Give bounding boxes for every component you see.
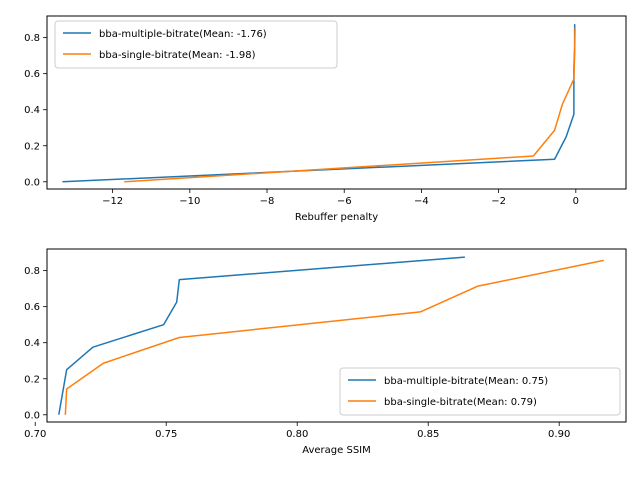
ssim-axes-frame [46, 248, 627, 423]
rebuffer-x-tick-label: −2 [491, 196, 506, 207]
rebuffer-legend-box [54, 20, 338, 69]
rebuffer-ticks-layer: −12 −10 −8 −6 −4 −2 0 0.0 0.2 0.4 0.6 0.8 [24, 33, 579, 207]
rebuffer-y-tick-label: 0.8 [24, 33, 40, 44]
rebuffer-y-tick-label: 0.0 [24, 177, 40, 188]
rebuffer-legend-label-1: bba-single-bitrate(Mean: -1.98) [99, 50, 256, 61]
rebuffer-legend: bba-multiple-bitrate(Mean: -1.76) bba-sin… [54, 20, 338, 69]
ssim-y-tick-label: 0.4 [24, 338, 40, 349]
ssim-plot: 0.70 0.75 0.80 0.85 0.90 0.0 0.2 0.4 0.6 0.8 Aver… [24, 248, 627, 456]
ssim-legend: bba-multiple-bitrate(Mean: 0.75) bba-sing… [339, 367, 621, 416]
ssim-x-axis-label: Average SSIM [302, 445, 371, 456]
rebuffer-series-layer [62, 24, 576, 183]
rebuffer-series-line-1 [124, 27, 576, 183]
rebuffer-x-tick-label: −4 [414, 196, 429, 207]
rebuffer-y-tick-label: 0.6 [24, 69, 40, 80]
ssim-y-tick-label: 0.2 [24, 374, 40, 385]
ssim-x-tick-label: 0.70 [24, 429, 46, 440]
rebuffer-x-axis-label: Rebuffer penalty [295, 212, 378, 223]
rebuffer-plot: −12 −10 −8 −6 −4 −2 0 0.0 0.2 0.4 0.6 0.8 Rebuffer … [24, 15, 627, 223]
rebuffer-y-tick-label: 0.4 [24, 105, 40, 116]
ssim-legend-label-0: bba-multiple-bitrate(Mean: 0.75) [384, 376, 548, 387]
ssim-x-tick-label: 0.75 [155, 429, 177, 440]
rebuffer-x-tick-label: −6 [337, 196, 352, 207]
ssim-x-tick-label: 0.90 [548, 429, 570, 440]
rebuffer-axes-frame [46, 15, 627, 190]
ssim-series-line-0 [58, 256, 465, 415]
rebuffer-x-tick-label: 0 [573, 196, 579, 207]
ssim-legend-box [339, 367, 621, 416]
ssim-x-tick-label: 0.85 [417, 429, 439, 440]
rebuffer-legend-label-0: bba-multiple-bitrate(Mean: -1.76) [99, 29, 267, 40]
ssim-y-tick-label: 0.8 [24, 266, 40, 277]
rebuffer-x-tick-label: −12 [102, 196, 123, 207]
ssim-series-line-1 [64, 259, 604, 415]
ssim-ticks-layer: 0.70 0.75 0.80 0.85 0.90 0.0 0.2 0.4 0.6 0.8 [24, 266, 570, 440]
ssim-y-tick-label: 0.6 [24, 302, 40, 313]
ssim-y-tick-label: 0.0 [24, 410, 40, 421]
ssim-legend-label-1: bba-single-bitrate(Mean: 0.79) [384, 397, 537, 408]
rebuffer-y-tick-label: 0.2 [24, 141, 40, 152]
ssim-series-layer [58, 256, 604, 415]
ssim-x-tick-label: 0.80 [286, 429, 308, 440]
rebuffer-x-tick-label: −10 [179, 196, 200, 207]
rebuffer-x-tick-label: −8 [260, 196, 275, 207]
